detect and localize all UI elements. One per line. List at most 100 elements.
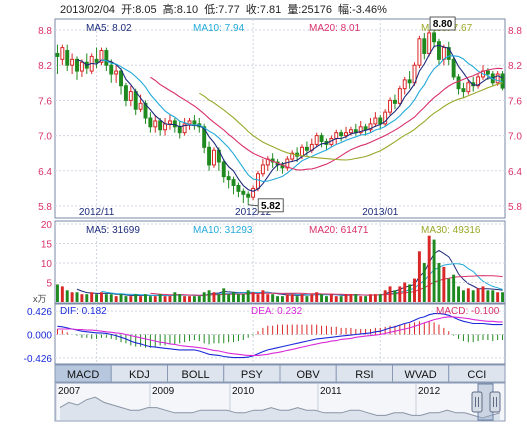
- volume-bar: [212, 292, 216, 302]
- volume-bar: [457, 286, 460, 302]
- tab-label[interactable]: KDJ: [129, 369, 150, 381]
- volume-bar: [388, 286, 392, 302]
- volume-bar: [119, 294, 123, 302]
- candle-body: [104, 50, 109, 66]
- macd-tick-left: 0.000: [27, 331, 52, 342]
- tab-label[interactable]: BOLL: [182, 369, 210, 381]
- tab-cci[interactable]: [448, 364, 506, 383]
- macd-legend-item: MACD: -0.100: [436, 306, 500, 317]
- volume-bar: [232, 292, 235, 302]
- ma30-line: [199, 82, 503, 161]
- range-drag-handle[interactable]: [471, 391, 483, 413]
- candle-body: [167, 120, 172, 125]
- volume-bar: [90, 292, 94, 302]
- close-value: 7.81: [260, 4, 281, 16]
- volume-bar: [202, 292, 206, 302]
- volume-bar: [413, 278, 416, 302]
- range-drag-handle[interactable]: [489, 391, 501, 413]
- tab-label[interactable]: CCI: [467, 369, 486, 381]
- volume-value: 25176: [301, 4, 332, 16]
- tab-label[interactable]: MACD: [67, 369, 99, 381]
- volume-bar: [364, 296, 368, 302]
- volume-bar: [241, 294, 245, 302]
- volume-bar: [461, 290, 465, 302]
- volume-bar: [398, 286, 402, 302]
- candle-body: [256, 173, 260, 189]
- volume-bar: [447, 278, 451, 302]
- candle-body: [314, 135, 319, 145]
- volume-bar: [501, 292, 505, 302]
- price-tick-left: 5.8: [38, 202, 52, 213]
- high-value: 8.10: [177, 4, 198, 16]
- volume-bar: [70, 292, 74, 302]
- volume-bar: [168, 296, 172, 302]
- tab-label[interactable]: RSI: [355, 369, 373, 381]
- quote-header: 2013/02/04 开:8.05 高:8.10 低:7.77 收:7.81 量…: [60, 2, 387, 16]
- candle-body: [432, 32, 437, 43]
- volume-bar: [134, 294, 138, 302]
- volume-bar: [158, 294, 162, 302]
- volume-bar: [290, 294, 294, 302]
- candle-body: [172, 120, 177, 128]
- candle-body: [485, 70, 490, 75]
- volume-bar: [466, 288, 470, 302]
- candle-body: [75, 58, 79, 72]
- volume-bar: [222, 288, 226, 302]
- candle-body: [441, 47, 446, 60]
- overview-line: [59, 396, 501, 419]
- volume-bar: [295, 296, 299, 302]
- volume-bar: [75, 292, 79, 302]
- volume-bar: [188, 296, 191, 302]
- volume-bar: [114, 296, 118, 302]
- tab-label[interactable]: OBV: [297, 369, 321, 381]
- tab-label[interactable]: PSY: [241, 369, 264, 381]
- volume-bar: [344, 294, 348, 302]
- volume-bar: [369, 294, 372, 302]
- volume-bar: [276, 296, 280, 302]
- volume-bar: [305, 296, 309, 302]
- volume-bar: [80, 294, 84, 302]
- candle-body: [187, 120, 192, 125]
- candle-body: [94, 58, 99, 63]
- candle-body: [231, 179, 236, 186]
- volume-bar: [65, 290, 69, 302]
- candle-body: [319, 135, 324, 142]
- volume-bar: [408, 284, 412, 302]
- candle-body: [158, 120, 163, 131]
- volume-bar: [144, 294, 147, 302]
- volume-tick-left: 20: [41, 220, 53, 231]
- volume-bar: [139, 296, 143, 302]
- candle-body: [495, 73, 500, 84]
- volume-bar: [55, 284, 59, 302]
- tab-label[interactable]: WVAD: [405, 369, 437, 381]
- candle-body: [241, 190, 246, 195]
- date-tick-label: 2013/01: [362, 207, 399, 218]
- price-tick-right: 5.8: [508, 202, 522, 213]
- candle-body: [461, 88, 466, 93]
- open-label: 开:: [121, 4, 135, 16]
- candle-body: [246, 193, 251, 198]
- candle-body: [476, 76, 481, 87]
- price-tick-right: 7.0: [508, 132, 522, 143]
- volume-tick-left: 5: [46, 279, 52, 290]
- low-label: 低:: [204, 3, 218, 16]
- price-annotation-label: 5.82: [261, 201, 281, 212]
- volume-bar: [60, 286, 64, 302]
- candle-body: [55, 52, 60, 57]
- volume-bar: [354, 294, 358, 302]
- volume-tick-left: 10: [41, 259, 53, 270]
- candle-body: [290, 152, 295, 160]
- volume-ma-legend: MA10: 31293: [193, 225, 253, 236]
- volume-bar: [496, 292, 500, 302]
- candle-body: [133, 91, 138, 110]
- volume-bar: [129, 296, 133, 302]
- volume-bar: [320, 294, 324, 302]
- price-tick-right: 7.6: [508, 96, 522, 107]
- volume-bar: [329, 294, 333, 302]
- candle-body: [451, 58, 456, 78]
- price-ma-legend: MA20: 8.01: [309, 23, 361, 34]
- volume-bar: [104, 294, 108, 302]
- volume-ma-legend: MA30: 49316: [421, 225, 481, 236]
- candle-body: [207, 146, 212, 166]
